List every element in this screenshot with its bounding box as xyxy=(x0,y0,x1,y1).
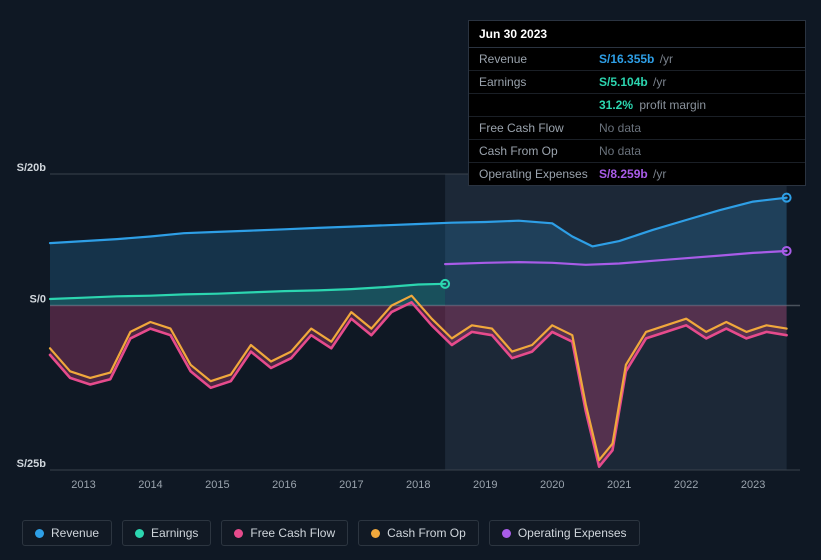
tooltip-label: Free Cash Flow xyxy=(479,121,599,135)
legend-dot-icon xyxy=(234,529,243,538)
legend: Revenue Earnings Free Cash Flow Cash From O… xyxy=(22,520,640,546)
legend-label: Earnings xyxy=(151,526,198,540)
legend-label: Operating Expenses xyxy=(518,526,627,540)
y-axis-label: S/20b xyxy=(17,162,47,174)
tooltip-label: Revenue xyxy=(479,52,599,66)
x-axis-tick: 2023 xyxy=(741,479,765,491)
y-axis-label: S/0 xyxy=(29,294,46,306)
x-axis-tick: 2017 xyxy=(339,479,363,491)
x-axis-tick: 2013 xyxy=(71,479,95,491)
tooltip-value: No data xyxy=(599,121,641,135)
tooltip-value: No data xyxy=(599,144,641,158)
x-axis-tick: 2021 xyxy=(607,479,631,491)
x-axis-tick: 2019 xyxy=(473,479,497,491)
y-axis-label: -S/25b xyxy=(16,458,46,470)
legend-item-fcf[interactable]: Free Cash Flow xyxy=(221,520,348,546)
legend-label: Free Cash Flow xyxy=(250,526,335,540)
tooltip-date: Jun 30 2023 xyxy=(469,21,805,48)
legend-dot-icon xyxy=(371,529,380,538)
tooltip-label: Operating Expenses xyxy=(479,167,599,181)
legend-dot-icon xyxy=(35,529,44,538)
x-axis-tick: 2016 xyxy=(272,479,296,491)
x-axis-tick: 2015 xyxy=(205,479,229,491)
tooltip-row: Cash From OpNo data xyxy=(469,140,805,163)
tooltip-label: Earnings xyxy=(479,75,599,89)
data-tooltip: Jun 30 2023 RevenueS/16.355b /yrEarnings… xyxy=(468,20,806,186)
tooltip-row: Operating ExpensesS/8.259b /yr xyxy=(469,163,805,185)
legend-item-earnings[interactable]: Earnings xyxy=(122,520,211,546)
legend-item-revenue[interactable]: Revenue xyxy=(22,520,112,546)
legend-item-opex[interactable]: Operating Expenses xyxy=(489,520,640,546)
financials-chart[interactable]: S/20b S/0 -S/25b 2013 2014 2015 2016 2017 2018 20… xyxy=(16,160,806,500)
legend-item-cfo[interactable]: Cash From Op xyxy=(358,520,479,546)
tooltip-label xyxy=(479,98,599,112)
tooltip-row: EarningsS/5.104b /yr xyxy=(469,71,805,94)
x-axis-tick: 2018 xyxy=(406,479,430,491)
x-axis-tick: 2020 xyxy=(540,479,564,491)
tooltip-value: S/16.355b /yr xyxy=(599,52,673,66)
x-axis-tick: 2014 xyxy=(138,479,162,491)
tooltip-rows: RevenueS/16.355b /yrEarningsS/5.104b /yr… xyxy=(469,48,805,185)
tooltip-row: 31.2% profit margin xyxy=(469,94,805,117)
chart-container: S/20b S/0 -S/25b 2013 2014 2015 2016 2017 2018 20… xyxy=(16,160,806,500)
tooltip-label: Cash From Op xyxy=(479,144,599,158)
legend-label: Cash From Op xyxy=(387,526,466,540)
legend-label: Revenue xyxy=(51,526,99,540)
legend-dot-icon xyxy=(502,529,511,538)
tooltip-row: Free Cash FlowNo data xyxy=(469,117,805,140)
tooltip-value: S/8.259b /yr xyxy=(599,167,666,181)
tooltip-value: 31.2% profit margin xyxy=(599,98,706,112)
tooltip-row: RevenueS/16.355b /yr xyxy=(469,48,805,71)
legend-dot-icon xyxy=(135,529,144,538)
tooltip-value: S/5.104b /yr xyxy=(599,75,666,89)
x-axis-tick: 2022 xyxy=(674,479,698,491)
